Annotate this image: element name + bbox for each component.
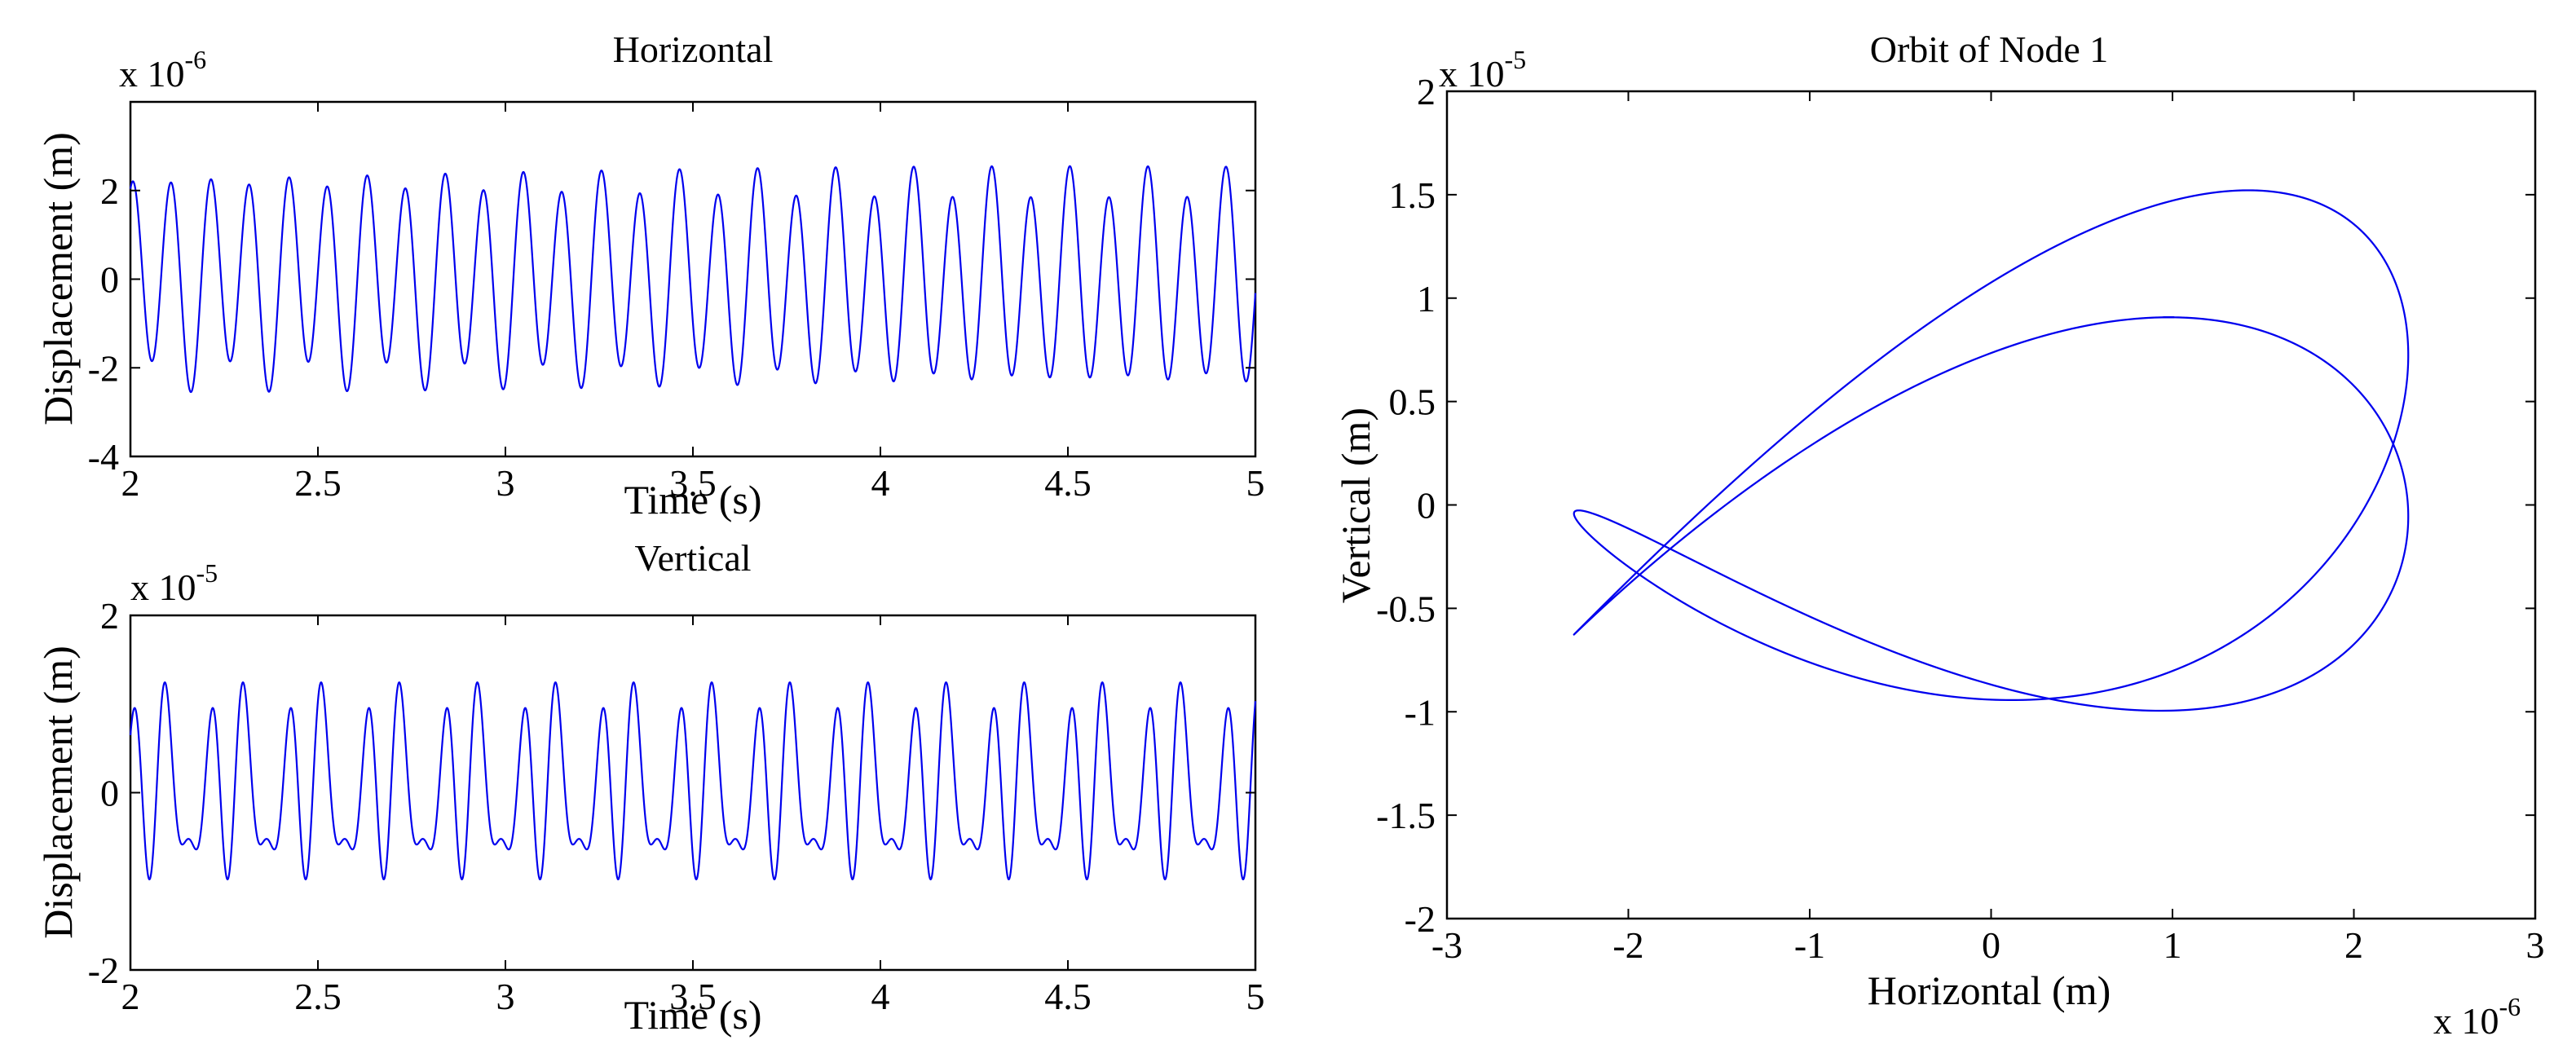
orbit-x-axis-label: Horizontal (m) — [1868, 967, 2111, 1013]
x-tick-label-2-1: -2 — [1612, 924, 1643, 966]
x-tick-label-0-4: 4 — [871, 462, 890, 504]
horizontal-y-multiplier-base: x 10 — [119, 53, 185, 95]
horizontal-x-axis-label: Time (s) — [624, 477, 761, 522]
horizontal-title: Horizontal — [613, 29, 774, 70]
x-tick-label-0-0: 2 — [121, 462, 140, 504]
orbit-x-multiplier: x 10-6 — [2433, 992, 2521, 1042]
panel-horizontal: Horizontal x 10-6 2 2.5 3 3.5 4 4.5 5 -4 -2 0 2 Ti… — [35, 29, 1265, 522]
y-tick-label-2-3: -0.5 — [1376, 588, 1436, 629]
y-tick-label-1-2: 2 — [100, 595, 119, 637]
y-tick-label-2-5: 0.5 — [1389, 381, 1436, 423]
orbit-x-multiplier-exponent: -6 — [2499, 992, 2521, 1021]
vertical-y-multiplier-exponent: -5 — [196, 558, 218, 588]
orbit-ticks: -3 -2 -1 0 1 2 3-2-1.5-1-0.500.511.52 — [1376, 71, 2544, 966]
horizontal-series-line — [129, 165, 1257, 394]
orbit-plot-area — [1445, 90, 2537, 920]
vertical-y-axis-label: Displacement (m) — [35, 646, 81, 939]
y-tick-label-2-8: 2 — [1417, 71, 1436, 112]
vertical-y-multiplier: x 10-5 — [130, 558, 218, 608]
x-tick-label-1-0: 2 — [121, 976, 140, 1017]
x-tick-label-0-5: 4.5 — [1044, 462, 1092, 504]
vertical-title: Vertical — [634, 537, 751, 579]
orbit-y-multiplier-exponent: -5 — [1505, 45, 1527, 74]
y-tick-label-0-0: -4 — [88, 436, 119, 478]
x-tick-label-1-5: 4.5 — [1044, 976, 1092, 1017]
x-tick-label-0-2: 3 — [496, 462, 515, 504]
x-tick-label-2-3: 0 — [1982, 924, 2000, 966]
orbit-y-multiplier: x 10-5 — [1439, 45, 1526, 95]
vertical-y-multiplier-base: x 10 — [130, 566, 196, 608]
orbit-x-multiplier-base: x 10 — [2433, 1000, 2499, 1042]
horizontal-y-multiplier-exponent: -6 — [185, 45, 207, 74]
y-tick-label-0-3: 2 — [100, 170, 119, 212]
orbit-y-axis-label: Vertical (m) — [1333, 408, 1378, 603]
y-tick-label-1-1: 0 — [100, 773, 119, 814]
horizontal-y-axis-label: Displacement (m) — [35, 132, 81, 425]
orbit-trajectory-line — [1573, 189, 2410, 712]
panel-vertical: Vertical x 10-5 2 2.5 3 3.5 4 4.5 5 -2 0 2 Time (… — [35, 537, 1265, 1038]
horizontal-y-multiplier: x 10-6 — [119, 45, 206, 95]
horizontal-ticks: 2 2.5 3 3.5 4 4.5 5 -4 -2 0 2 — [88, 102, 1265, 504]
orbit-title: Orbit of Node 1 — [1870, 29, 2109, 70]
y-tick-label-2-0: -2 — [1405, 898, 1436, 940]
y-tick-label-2-6: 1 — [1417, 278, 1436, 320]
orbit-y-multiplier-base: x 10 — [1439, 53, 1505, 95]
y-tick-label-1-0: -2 — [88, 950, 119, 991]
x-tick-label-0-3: 3.5 — [669, 462, 717, 504]
vertical-ticks: 2 2.5 3 3.5 4 4.5 5 -2 0 2 — [88, 595, 1265, 1017]
x-tick-label-2-2: -1 — [1794, 924, 1825, 966]
vertical-x-axis-label: Time (s) — [624, 992, 761, 1038]
y-tick-label-0-1: -2 — [88, 347, 119, 389]
x-tick-label-1-3: 3.5 — [669, 976, 717, 1017]
x-tick-label-1-4: 4 — [871, 976, 890, 1017]
x-tick-label-0-6: 5 — [1246, 462, 1265, 504]
y-tick-label-2-7: 1.5 — [1389, 174, 1436, 216]
y-tick-label-2-4: 0 — [1417, 485, 1436, 527]
x-tick-label-2-0: -3 — [1431, 924, 1462, 966]
x-tick-label-1-1: 2.5 — [294, 976, 342, 1017]
x-tick-label-2-6: 3 — [2526, 924, 2545, 966]
y-tick-label-2-1: -1.5 — [1376, 795, 1436, 836]
x-tick-label-1-2: 3 — [496, 976, 515, 1017]
y-tick-label-2-2: -1 — [1405, 691, 1436, 733]
x-tick-label-2-4: 1 — [2164, 924, 2182, 966]
panel-orbit: Orbit of Node 1 x 10-5 -3 -2 -1 0 1 2 3-2-1.5-… — [1333, 29, 2545, 1042]
vertical-series-line — [129, 681, 1257, 881]
x-tick-label-2-5: 2 — [2344, 924, 2363, 966]
x-tick-label-0-1: 2.5 — [294, 462, 342, 504]
y-tick-label-0-2: 0 — [100, 259, 119, 301]
x-tick-label-1-6: 5 — [1246, 976, 1265, 1017]
